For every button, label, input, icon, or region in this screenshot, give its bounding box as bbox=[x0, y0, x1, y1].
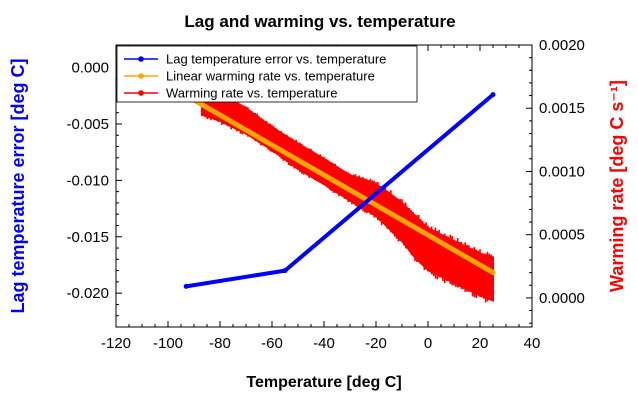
linear-warming-rate-point bbox=[490, 270, 496, 276]
x-tick-label: 0 bbox=[424, 335, 432, 352]
x-tick-label: -120 bbox=[101, 335, 131, 352]
y-right-tick-label: 0.0020 bbox=[539, 37, 585, 54]
legend-warming-rate-marker bbox=[138, 90, 144, 96]
y-left-tick-label: 0.000 bbox=[71, 60, 109, 77]
x-tick-label: -20 bbox=[365, 335, 387, 352]
x-tick-label: 20 bbox=[472, 335, 489, 352]
y-left-tick-label: -0.010 bbox=[66, 172, 109, 189]
y-right-tick-label: 0.0000 bbox=[539, 290, 585, 307]
x-axis: -120 -100 -80 -60 -40 -20 0 20 40 bbox=[101, 45, 540, 352]
x-axis-label: Temperature [deg C] bbox=[246, 374, 401, 391]
lag-temperature-error-point bbox=[490, 92, 496, 98]
y-left-tick-label: -0.005 bbox=[66, 116, 109, 133]
x-tick-label: 40 bbox=[524, 335, 541, 352]
lag-temperature-error-point bbox=[282, 268, 288, 274]
y-right-tick-label: 0.0015 bbox=[539, 100, 585, 117]
y-axis-left: 0.000 -0.005 -0.010 -0.015 -0.020 bbox=[66, 55, 122, 317]
y-axis-right: 0.0020 0.0015 0.0010 0.0005 0.0000 bbox=[526, 37, 585, 324]
legend-warming-rate-label: Warming rate vs. temperature bbox=[166, 86, 337, 101]
linear-warming-rate-line bbox=[183, 93, 496, 276]
x-tick-label: -40 bbox=[313, 335, 335, 352]
legend-box bbox=[116, 45, 418, 103]
x-tick-label: -100 bbox=[153, 335, 183, 352]
y-axis-left-label: Lag temperature error [deg C] bbox=[8, 58, 28, 313]
y-left-tick-label: -0.015 bbox=[66, 229, 109, 246]
y-axis-right-label: Warming rate [deg C s⁻¹] bbox=[607, 80, 627, 292]
y-right-tick-label: 0.0005 bbox=[539, 227, 585, 244]
legend-lag-temperature-error-marker bbox=[138, 56, 144, 62]
plot-marks bbox=[183, 87, 496, 303]
legend: Lag temperature error vs. temperature Lin… bbox=[116, 45, 418, 103]
y-right-tick-label: 0.0010 bbox=[539, 163, 585, 180]
y-left-tick-label: -0.020 bbox=[66, 285, 109, 302]
legend-linear-warming-rate-marker bbox=[138, 73, 144, 79]
x-tick-label: -80 bbox=[209, 335, 231, 352]
lag-temperature-error-point bbox=[183, 283, 189, 289]
chart-title: Lag and warming vs. temperature bbox=[184, 12, 455, 31]
legend-lag-temperature-error-label: Lag temperature error vs. temperature bbox=[166, 52, 386, 67]
legend-linear-warming-rate-label: Linear warming rate vs. temperature bbox=[166, 69, 375, 84]
x-tick-label: -60 bbox=[261, 335, 283, 352]
